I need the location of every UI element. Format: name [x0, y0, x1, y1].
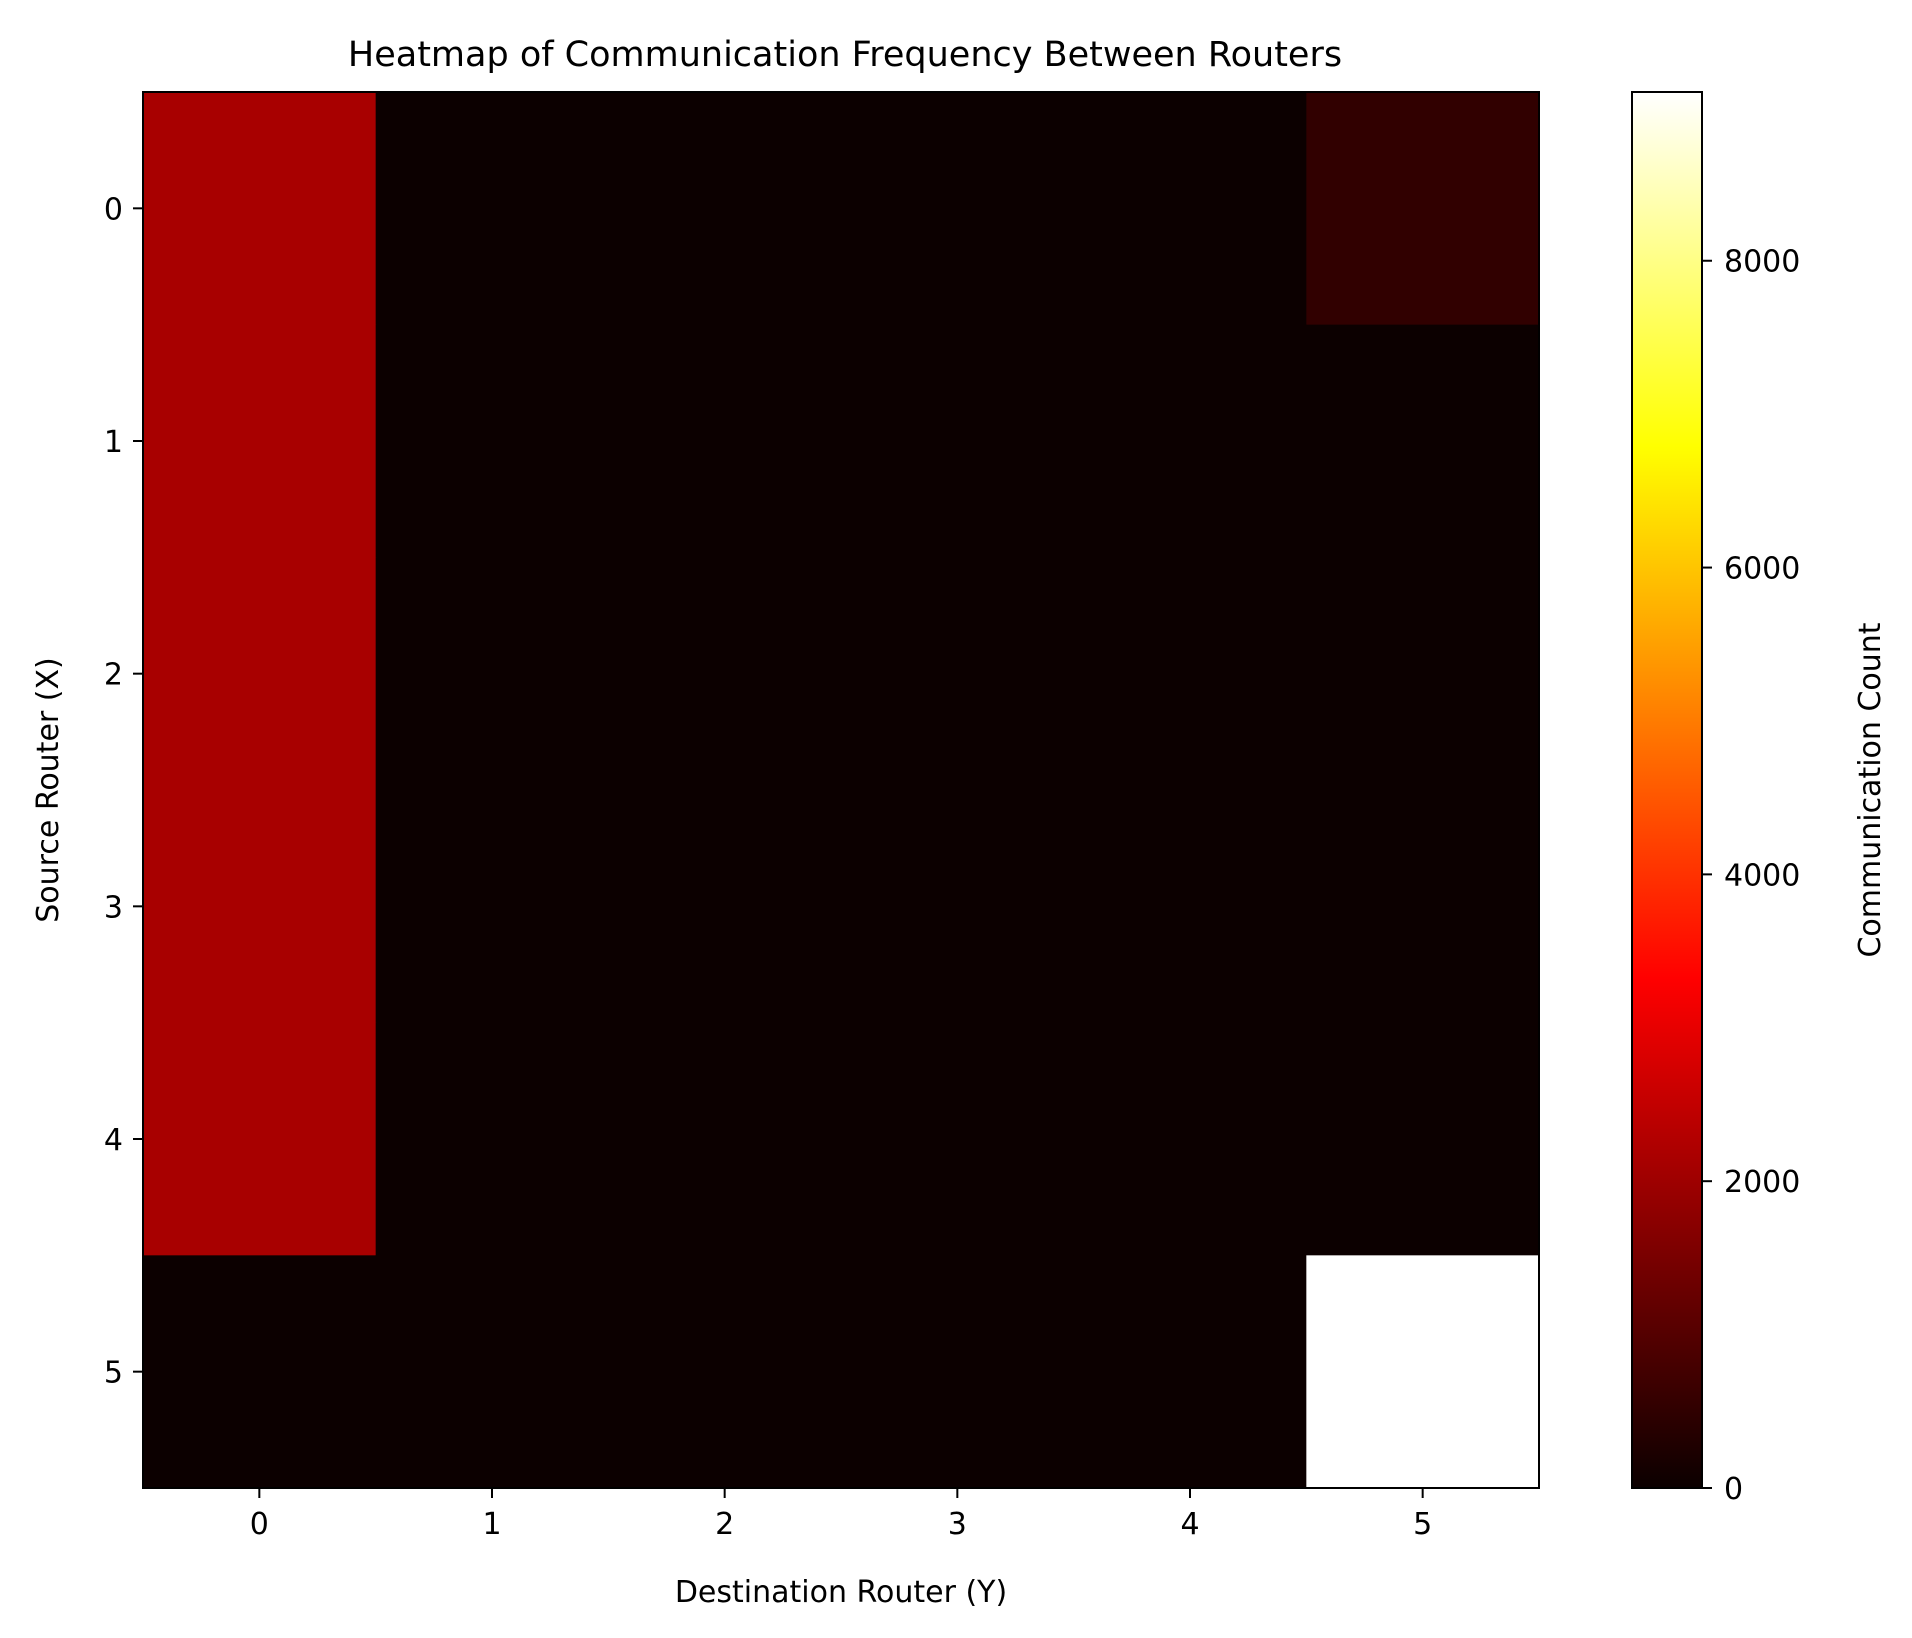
heatmap-cell-0-5 — [1306, 92, 1540, 326]
colorbar-ticks: 0 2000 4000 6000 8000 — [1702, 245, 1800, 1507]
heatmap-cell-2-3 — [841, 557, 1075, 791]
heatmap-cell-5-2 — [608, 1255, 842, 1489]
x-tick-label: 2 — [715, 1507, 734, 1542]
x-tick-label: 3 — [948, 1507, 967, 1542]
heatmap-cell-2-4 — [1073, 557, 1307, 791]
y-tick-label: 1 — [104, 425, 123, 460]
heatmap-cell-0-2 — [608, 92, 842, 326]
heatmap-cell-5-1 — [375, 1255, 609, 1489]
heatmap-cell-5-5 — [1306, 1255, 1540, 1489]
colorbar-tick-label: 4000 — [1724, 858, 1800, 893]
y-tick-label: 0 — [104, 192, 123, 227]
chart-title: Heatmap of Communication Frequency Betwe… — [348, 35, 1342, 75]
heatmap-cell-4-3 — [841, 1022, 1075, 1256]
heatmap-cell-4-2 — [608, 1022, 842, 1256]
heatmap-cell-1-4 — [1073, 324, 1307, 558]
plot-frame — [142, 91, 1540, 1489]
y-tick-label: 2 — [104, 658, 123, 693]
colorbar-tick-label: 2000 — [1724, 1165, 1800, 1200]
colorbar-tick-label: 8000 — [1724, 245, 1800, 280]
heatmap-cell-5-0 — [143, 1255, 377, 1489]
colorbar-tick-label: 6000 — [1724, 552, 1800, 587]
x-tick-label: 1 — [482, 1507, 501, 1542]
heatmap-cell-0-0 — [143, 92, 377, 326]
heatmap-cell-2-2 — [608, 557, 842, 791]
x-tick-label: 0 — [250, 1507, 269, 1542]
heatmap-cell-4-1 — [375, 1022, 609, 1256]
heatmap-cell-3-4 — [1073, 790, 1307, 1024]
heatmap-cells — [143, 92, 1540, 1489]
heatmap-cell-2-1 — [375, 557, 609, 791]
x-axis-label: Destination Router (Y) — [675, 1575, 1007, 1610]
x-axis-ticks: 0 1 2 3 4 5 — [250, 1488, 1432, 1542]
colorbar-label: Communication Count — [1853, 622, 1888, 957]
heatmap-cell-3-5 — [1306, 790, 1540, 1024]
heatmap-cell-1-0 — [143, 324, 377, 558]
y-tick-label: 4 — [104, 1123, 123, 1158]
x-tick-label: 5 — [1413, 1507, 1432, 1542]
heatmap-cell-0-4 — [1073, 92, 1307, 326]
y-axis-ticks: 0 1 2 3 4 5 — [104, 192, 143, 1391]
y-tick-label: 5 — [104, 1356, 123, 1391]
heatmap-cell-3-3 — [841, 790, 1075, 1024]
heatmap-cell-3-0 — [143, 790, 377, 1024]
heatmap-cell-1-1 — [375, 324, 609, 558]
heatmap-cell-4-4 — [1073, 1022, 1307, 1256]
heatmap-cell-5-4 — [1073, 1255, 1307, 1489]
x-tick-label: 4 — [1180, 1507, 1199, 1542]
heatmap-cell-0-3 — [841, 92, 1075, 326]
colorbar — [1631, 91, 1703, 1489]
heatmap-cell-1-2 — [608, 324, 842, 558]
colorbar-tick-label: 0 — [1724, 1472, 1743, 1507]
heatmap-cell-2-5 — [1306, 557, 1540, 791]
y-tick-label: 3 — [104, 890, 123, 925]
heatmap-cell-0-1 — [375, 92, 609, 326]
heatmap-cell-4-5 — [1306, 1022, 1540, 1256]
heatmap-cell-1-3 — [841, 324, 1075, 558]
heatmap-cell-2-0 — [143, 557, 377, 791]
heatmap-cell-3-1 — [375, 790, 609, 1024]
heatmap-cell-4-0 — [143, 1022, 377, 1256]
heatmap-cell-1-5 — [1306, 324, 1540, 558]
heatmap-cell-5-3 — [841, 1255, 1075, 1489]
y-axis-label: Source Router (X) — [31, 657, 66, 923]
heatmap-cell-3-2 — [608, 790, 842, 1024]
